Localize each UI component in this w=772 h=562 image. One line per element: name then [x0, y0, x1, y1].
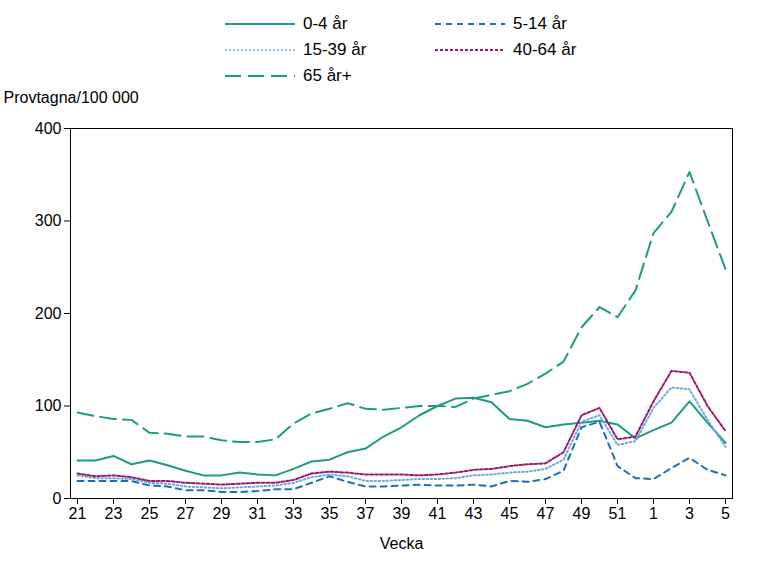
svg-text:100: 100: [35, 397, 62, 414]
svg-text:400: 400: [35, 120, 62, 137]
svg-text:43: 43: [465, 505, 483, 522]
svg-text:5: 5: [721, 505, 730, 522]
html-text:5-14 år: 5-14 år: [513, 14, 567, 33]
svg-text:Vecka: Vecka: [380, 535, 424, 552]
svg-text:300: 300: [35, 212, 62, 229]
svg-text:23: 23: [105, 505, 123, 522]
svg-text:Provtagna/100 000: Provtagna/100 000: [4, 89, 139, 106]
svg-text:200: 200: [35, 305, 62, 322]
svg-text:0: 0: [53, 490, 62, 507]
html-text:15-39 år: 15-39 år: [303, 40, 367, 59]
svg-text:3: 3: [685, 505, 694, 522]
svg-text:45: 45: [501, 505, 519, 522]
html-text:0-4 år: 0-4 år: [303, 14, 348, 33]
svg-text:39: 39: [393, 505, 411, 522]
svg-text:27: 27: [177, 505, 195, 522]
svg-text:49: 49: [573, 505, 591, 522]
svg-text:35: 35: [321, 505, 339, 522]
svg-text:51: 51: [609, 505, 627, 522]
svg-text:41: 41: [429, 505, 447, 522]
html-text:40-64 år: 40-64 år: [513, 40, 577, 59]
svg-text:37: 37: [357, 505, 375, 522]
html-text:65 år+: 65 år+: [303, 66, 352, 85]
svg-text:33: 33: [285, 505, 303, 522]
svg-text:1: 1: [649, 505, 658, 522]
svg-text:21: 21: [69, 505, 87, 522]
svg-text:31: 31: [249, 505, 267, 522]
svg-text:47: 47: [537, 505, 555, 522]
svg-text:25: 25: [141, 505, 159, 522]
svg-text:29: 29: [213, 505, 231, 522]
